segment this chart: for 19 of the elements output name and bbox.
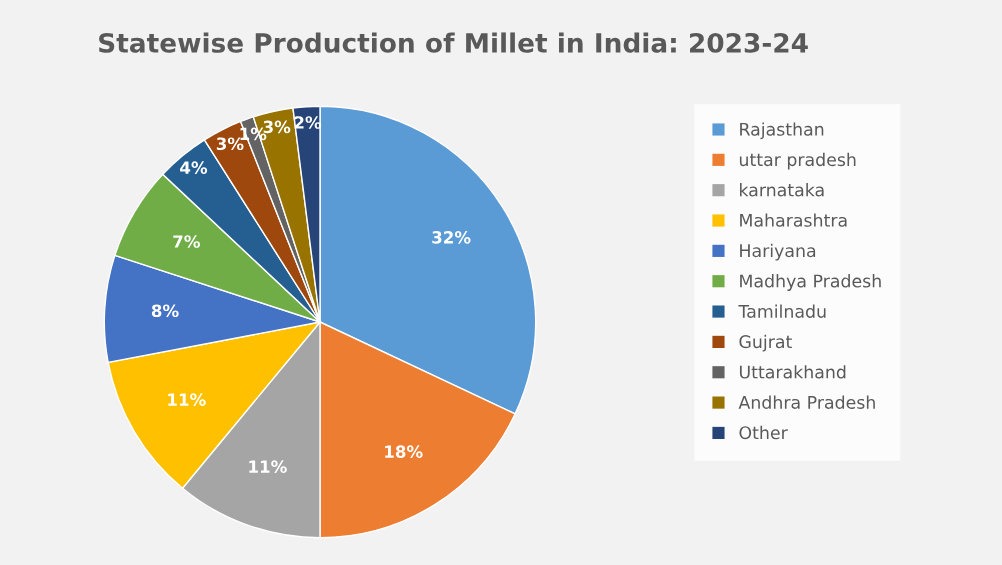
data-label: 11% — [168, 393, 206, 406]
legend-label: Maharashtra — [740, 213, 847, 227]
chart-title: Statewise Production of Millet in India: 2023-24 — [99, 32, 808, 53]
legend-label: Andhra Pradesh — [738, 395, 875, 409]
legend-label: Rajasthan — [740, 122, 824, 140]
legend-label: Other — [739, 425, 788, 440]
data-label: 7% — [173, 235, 200, 248]
data-label: 4% — [180, 161, 208, 174]
data-label: 8% — [151, 304, 179, 318]
legend-label: Hariyana — [740, 243, 816, 261]
data-label: 18% — [385, 445, 423, 458]
data-label: 11% — [249, 460, 287, 473]
legend-label: Madhya Pradesh — [740, 274, 881, 291]
data-label: 32% — [432, 231, 471, 244]
legend-label: uttar pradesh — [739, 152, 856, 170]
legend-label: karnataka — [740, 183, 824, 197]
legend-label: Tamilnadu — [738, 304, 826, 318]
legend-label: Gujrat — [739, 334, 792, 352]
legend-label: Uttarakhand — [739, 365, 846, 379]
